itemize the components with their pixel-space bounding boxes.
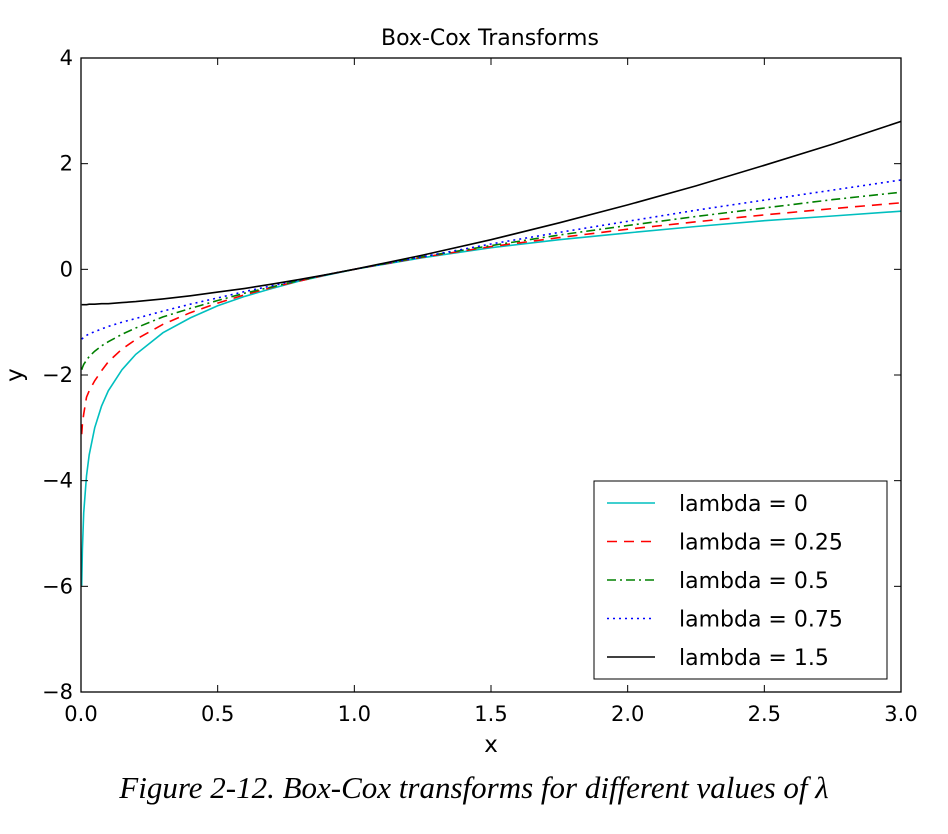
series-line-lambda-0-25 (81, 202, 901, 435)
y-tick-label: 2 (60, 152, 73, 176)
legend: lambda = 0 lambda = 0.25 lambda = 0.5 lambd… (593, 480, 888, 680)
tick-labels: 0.0 0.5 1.0 1.5 2.0 2.5 3.0 −8 −6 −4 −2 0 2 4 (42, 46, 918, 726)
axis-ticks (80, 57, 902, 693)
x-tick-label: 3.0 (884, 702, 917, 726)
y-tick-label: −4 (42, 469, 73, 493)
x-axis-label: x (484, 732, 498, 758)
y-tick-label: −8 (42, 680, 73, 704)
series-lines (81, 120, 901, 586)
x-tick-label: 1.0 (338, 702, 371, 726)
x-tick-label: 0.0 (64, 702, 97, 726)
x-tick-label: 0.5 (201, 702, 234, 726)
y-tick-label: −2 (42, 363, 73, 387)
y-tick-label: 4 (60, 46, 73, 70)
chart-title: Box-Cox Transforms (381, 26, 599, 51)
y-tick-label: −6 (42, 574, 73, 598)
series-line-lambda-1-5 (81, 120, 901, 306)
legend-label-lambda-0: lambda = 0 (679, 492, 808, 517)
series-line-lambda-0-5 (81, 191, 901, 370)
legend-label-lambda-0-25: lambda = 0.25 (679, 531, 843, 556)
series-line-lambda-0 (81, 210, 901, 586)
legend-label-lambda-0-75: lambda = 0.75 (679, 608, 843, 633)
legend-box (593, 480, 888, 680)
y-axis-label: y (2, 368, 28, 382)
x-tick-label: 1.5 (474, 702, 507, 726)
legend-label-lambda-0-5: lambda = 0.5 (679, 569, 829, 594)
x-tick-label: 2.5 (748, 702, 781, 726)
figure-caption: Figure 2-12. Box-Cox transforms for diff… (119, 770, 829, 805)
legend-label-lambda-1-5: lambda = 1.5 (679, 646, 829, 671)
x-tick-label: 2.0 (611, 702, 644, 726)
series-line-lambda-0-75 (81, 179, 901, 340)
y-tick-label: 0 (60, 257, 73, 281)
